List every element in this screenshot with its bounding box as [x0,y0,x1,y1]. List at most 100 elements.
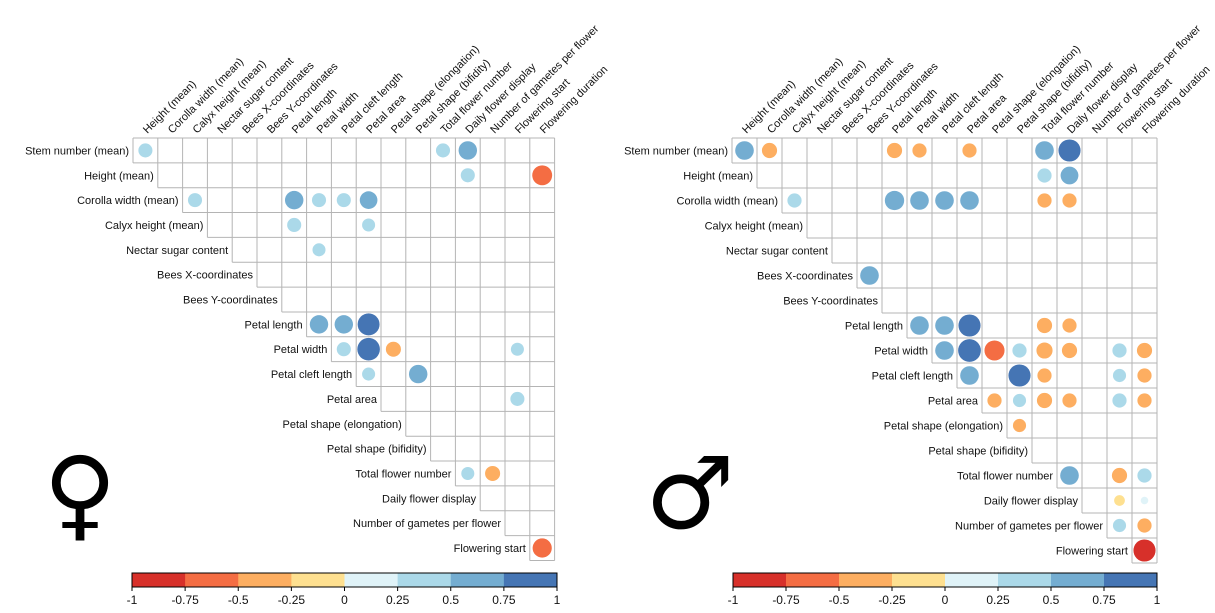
correlation-circle [1140,496,1149,505]
correlation-circle [1137,518,1152,533]
correlation-circle [334,315,354,334]
row-label: Nectar sugar content [126,245,228,257]
row-label: Total flower number [355,468,451,480]
correlation-circle [435,143,451,158]
row-label: Petal shape (elongation) [283,419,402,431]
colorbar-bin [291,573,345,587]
correlation-circle [1036,342,1053,359]
correlation-circle [1112,518,1127,533]
correlation-circle [385,341,401,357]
correlation-circle [1037,168,1052,183]
correlation-circle [884,190,905,211]
colorbar-tick-label: 0.25 [386,593,410,607]
correlation-circle [309,315,329,334]
correlation-circle [287,217,302,233]
colorbar-bin [503,573,558,587]
row-label: Petal shape (bifidity) [327,444,427,456]
colorbar-bin [450,573,505,587]
colorbar-tick-label: 0 [341,593,348,607]
colorbar-tick-label: 1 [554,593,561,607]
row-label: Number of gametes per flower [955,521,1103,533]
correlation-circle [1037,193,1052,208]
correlation-circle [735,141,754,160]
correlation-circle [1036,317,1053,334]
column-label: Number of gametes per flower [1090,23,1203,136]
correlation-circle [1112,343,1127,358]
row-label: Bees Y-coordinates [183,295,278,307]
row-label: Number of gametes per flower [353,518,501,530]
colorbar-tick-label: 0.5 [1043,593,1060,607]
correlation-circle [1062,318,1077,333]
row-label: Bees X-coordinates [157,270,253,282]
correlation-circle [362,367,376,381]
row-label: Total flower number [957,471,1053,483]
female-symbol-icon: ♀ [43,435,116,552]
colorbar-tick-label: -0.5 [829,593,850,607]
correlation-circle [958,314,981,337]
row-label: Height (mean) [683,171,753,183]
correlation-circle [187,193,203,208]
correlation-circle [1035,141,1054,160]
correlation-circle [1060,466,1079,485]
male-grid [731,137,1158,564]
correlation-circle [138,143,153,158]
correlation-circle [311,193,327,208]
colorbar-bin [892,573,946,587]
correlation-circle [912,143,927,158]
correlation-circle [958,339,981,362]
colorbar-bin [1104,573,1158,587]
correlation-circle [1137,468,1152,483]
correlation-circle [960,366,979,385]
row-label: Petal area [327,394,378,406]
correlation-circle [1012,393,1027,408]
correlation-circle [960,191,979,210]
correlation-circle [362,218,376,232]
correlation-circle [1137,393,1152,408]
colorbar-bin [733,573,787,587]
row-label: Daily flower display [984,496,1079,508]
correlation-circle [1133,539,1156,562]
row-label: Petal shape (elongation) [884,421,1003,433]
correlation-circle [1061,342,1078,359]
colorbar-tick-label: -0.25 [278,593,306,607]
row-label: Petal width [274,344,328,356]
colorbar-tick-label: -0.25 [878,593,906,607]
row-label: Petal cleft length [872,371,953,383]
male-symbol-icon: ♂ [645,435,735,552]
correlation-circle [962,143,977,158]
female-grid [132,137,556,561]
row-label: Petal shape (bifidity) [928,446,1028,458]
correlation-circle [1112,393,1127,408]
row-label: Petal cleft length [271,369,352,381]
correlation-circle [510,391,525,406]
correlation-circle [886,142,903,159]
colorbar-bin [945,573,999,587]
colorbar-bin [132,573,186,587]
row-label: Corolla width (mean) [677,196,778,208]
correlation-circle [1137,368,1152,383]
correlation-circle [408,364,428,384]
row-label: Corolla width (mean) [77,195,178,207]
colorbar-bin [839,573,893,587]
correlation-circle [284,190,304,210]
correlation-circle [461,466,475,480]
colorbar-bin [1051,573,1105,587]
row-label: Calyx height (mean) [705,221,803,233]
row-label: Petal area [928,396,979,408]
colorbar-tick-label: -1 [127,593,138,607]
correlation-circle [1012,418,1027,433]
row-label: Petal width [874,346,928,358]
correlation-circle [357,313,380,336]
colorbar-tick-label: 0.75 [492,593,516,607]
colorbar-tick-label: 1 [1154,593,1161,607]
colorbar-tick-label: -0.75 [772,593,800,607]
correlation-circle [1114,495,1125,506]
row-label: Flowering start [1056,546,1128,558]
correlation-circle [787,193,802,208]
row-label: Nectar sugar content [726,246,828,258]
male-colorbar: -1 -0.75 -0.5 -0.25 0 0.25 0.5 0.75 1 [728,572,1161,607]
correlation-circle [987,393,1002,408]
colorbar-tick-label: 0.5 [442,593,459,607]
correlation-circle [1112,368,1127,383]
